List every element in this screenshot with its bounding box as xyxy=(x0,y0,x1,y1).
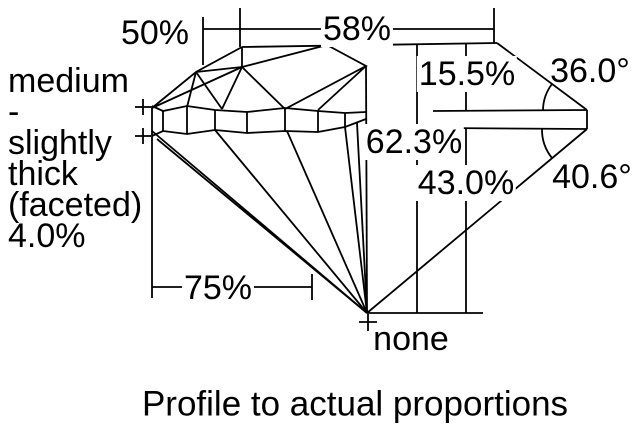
lower-half-length-label: 75% xyxy=(181,269,255,307)
pavilion-depth-label: 43.0% xyxy=(415,164,517,202)
crown-height-label: 15.5% xyxy=(416,55,518,93)
crown-angle-label: 36.0° xyxy=(550,52,630,90)
pavilion-facets xyxy=(151,122,368,314)
table-size-label: 58% xyxy=(320,10,394,48)
girdle-band xyxy=(151,105,367,137)
girdle-description-line: - xyxy=(8,93,20,131)
culet-label: none xyxy=(373,320,449,358)
girdle-description-line: thick xyxy=(8,155,78,193)
star-length-label: 50% xyxy=(120,14,190,52)
girdle-description-line: (faceted) xyxy=(8,186,143,224)
angle-arcs xyxy=(541,83,553,159)
girdle-description: medium - slightly thick (faceted) 4.0% xyxy=(8,62,143,255)
girdle-description-line: slightly xyxy=(8,124,112,162)
pavilion-angle-label: 40.6° xyxy=(552,158,632,196)
girdle-description-line: medium xyxy=(8,62,129,100)
girdle-description-line: 4.0% xyxy=(8,217,86,255)
total-depth-label: 62.3% xyxy=(363,123,465,161)
reference-cross-marks xyxy=(135,99,377,331)
diagram-caption: Profile to actual proportions xyxy=(141,384,569,424)
